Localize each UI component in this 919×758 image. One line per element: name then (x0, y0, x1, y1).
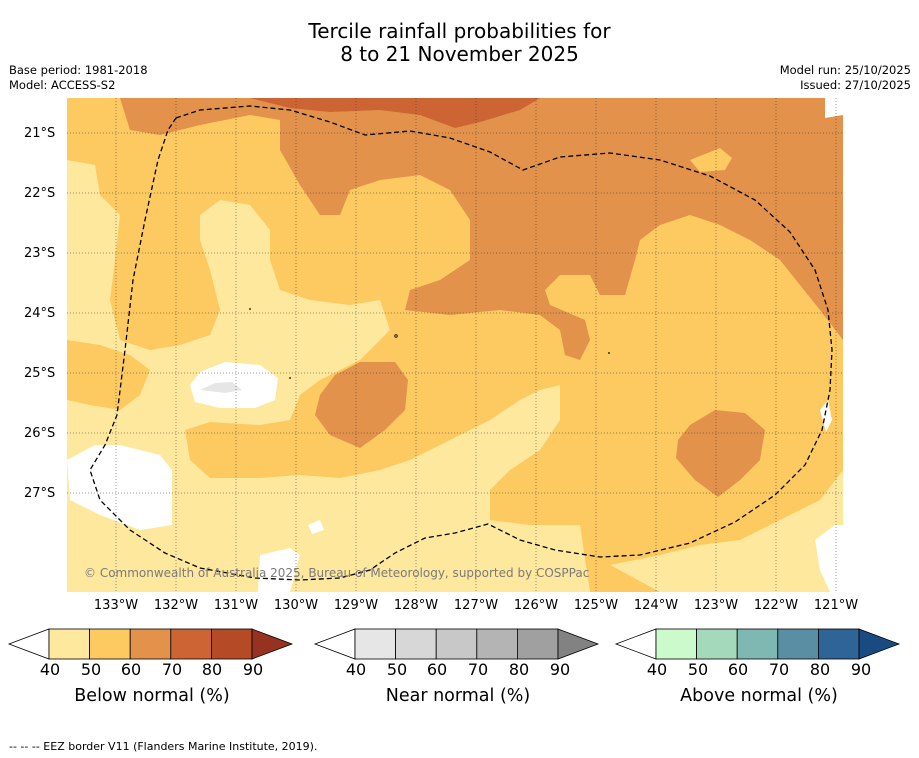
colorbar-above-segment (655, 628, 697, 660)
colorbar-near-min-extension (313, 628, 356, 660)
colorbar-below-min-extension (7, 628, 50, 660)
colorbar-near-segment (395, 628, 437, 660)
island-marker (289, 377, 291, 379)
lon-label: 122°W (753, 598, 799, 613)
region-40-50-east (610, 470, 843, 592)
lat-label: 26°S (24, 426, 56, 441)
eez-legend-footer: -- -- -- EEZ border V11 (Flanders Marine… (9, 740, 318, 753)
lon-label: 128°W (393, 598, 439, 613)
colorbar-tick: 60 (727, 660, 749, 679)
colorbar-tick: 50 (80, 660, 102, 679)
lat-label: 21°S (24, 126, 56, 141)
colorbar-tick: 70 (467, 660, 489, 679)
colorbar-below-segment (210, 628, 253, 660)
eez-border (89, 105, 833, 581)
map-title-line-2: 8 to 21 November 2025 (340, 42, 579, 66)
colorbar-tick: 90 (549, 660, 571, 679)
region-below-40-white-2 (67, 445, 172, 530)
island-marker (608, 352, 610, 354)
lon-label: 125°W (573, 598, 619, 613)
colorbar-below-segment (129, 628, 172, 660)
colorbar-tick: 40 (646, 660, 668, 679)
colorbar-below-segment (170, 628, 212, 660)
map-fill-layer (67, 98, 843, 592)
issued-date: Issued: 27/10/2025 (800, 78, 911, 92)
colorbar-tick: 50 (386, 660, 408, 679)
region-40-50-west (67, 98, 590, 592)
region-below-40-white-5 (825, 98, 843, 118)
colorbar-above-label: Above normal (%) (680, 686, 838, 706)
colorbar-above-max-extension (858, 628, 901, 660)
region-70-80-north (250, 98, 540, 128)
region-below-40-white-7 (820, 400, 832, 432)
lat-label: 25°S (24, 366, 56, 381)
colorbar-tick: 60 (426, 660, 448, 679)
colorbar-above-segment (777, 628, 819, 660)
lon-label: 127°W (453, 598, 499, 613)
region-60-70-north (120, 98, 843, 360)
colorbar-near-max-extension (557, 628, 600, 660)
region-60-70-center (315, 362, 408, 448)
colorbar-tick: 40 (345, 660, 367, 679)
grey-near-normal-patch (200, 382, 242, 393)
lon-label: 123°W (693, 598, 739, 613)
colorbar-tick: 50 (687, 660, 709, 679)
colorbar-below-label: Below normal (%) (74, 686, 230, 706)
colorbar-tick: 90 (850, 660, 872, 679)
colorbar-below-segment (89, 628, 131, 660)
graticule (67, 98, 843, 592)
lon-label: 132°W (153, 598, 199, 613)
colorbar-near-segment (435, 628, 478, 660)
meta-right: Model run: 25/10/2025 Issued: 27/10/2025 (780, 63, 911, 93)
colorbar-legends (7, 628, 901, 660)
colorbar-near-label: Near normal (%) (385, 686, 531, 706)
lon-label: 130°W (273, 598, 319, 613)
region-50-60-ne-pocket (690, 148, 732, 172)
colorbar-near-segment (354, 628, 396, 660)
lat-label: 22°S (24, 186, 56, 201)
colorbar-below-segment (48, 628, 90, 660)
meta-left: Base period: 1981-2018 Model: ACCESS-S2 (9, 63, 148, 93)
lon-label: 131°W (213, 598, 259, 613)
colorbar-tick: 80 (508, 660, 530, 679)
lat-label: 23°S (24, 246, 56, 261)
region-below-40-white-4 (308, 520, 324, 534)
lon-label: 126°W (513, 598, 559, 613)
colorbar-tick: 60 (120, 660, 142, 679)
lon-label: 129°W (333, 598, 379, 613)
colorbar-tick: 40 (39, 660, 61, 679)
copyright-notice: © Commonwealth of Australia 2025, Bureau… (84, 566, 590, 580)
region-50-60-inner (67, 340, 150, 410)
base-period: Base period: 1981-2018 (9, 63, 148, 77)
colorbar-above-segment (696, 628, 738, 660)
lat-label: 24°S (24, 306, 56, 321)
colorbar-tick: 80 (201, 660, 223, 679)
lon-label: 121°W (813, 598, 859, 613)
colorbar-above-min-extension (614, 628, 657, 660)
map-title-line-1: Tercile rainfall probabilities for (308, 19, 611, 43)
colorbar-above-segment (818, 628, 860, 660)
model-name: Model: ACCESS-S2 (9, 78, 116, 92)
lon-label: 133°W (93, 598, 139, 613)
colorbar-tick: 80 (809, 660, 831, 679)
region-60-70-east (676, 410, 765, 497)
colorbar-below-max-extension (251, 628, 294, 660)
island-marker (249, 308, 251, 310)
lat-label: 27°S (24, 486, 56, 501)
model-run: Model run: 25/10/2025 (779, 63, 911, 77)
region-below-40-white-3 (258, 548, 300, 592)
lon-label: 124°W (633, 598, 679, 613)
colorbar-above-segment (736, 628, 779, 660)
island-marker (394, 334, 398, 338)
colorbar-tick: 70 (768, 660, 790, 679)
colorbar-near-segment (517, 628, 559, 660)
colorbar-near-segment (476, 628, 518, 660)
colorbar-tick: 70 (161, 660, 183, 679)
colorbar-tick: 90 (242, 660, 264, 679)
